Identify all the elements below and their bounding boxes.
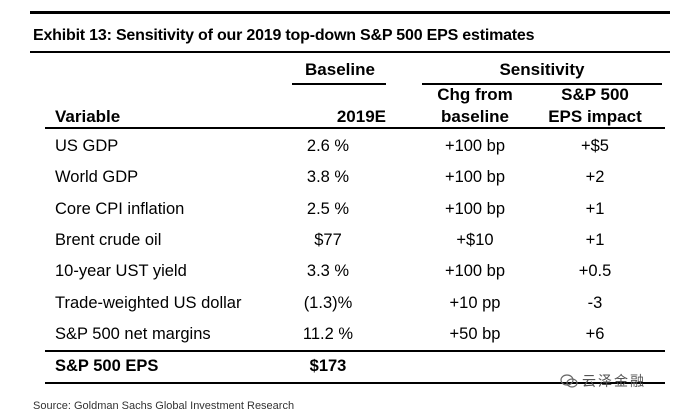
header-rule: [45, 127, 665, 129]
cell-baseline: 11.2 %: [302, 324, 354, 343]
wechat-icon: [560, 374, 578, 388]
top-rule: [30, 11, 670, 14]
table-row: Core CPI inflation 2.5 % +100 bp +1: [0, 194, 700, 225]
cell-baseline: 3.3 %: [306, 262, 350, 281]
cell-impact: +$5: [581, 137, 609, 155]
cell-impact: +1: [585, 199, 605, 218]
cell-variable: Brent crude oil: [55, 230, 162, 249]
header-chg-line2: baseline: [440, 107, 510, 126]
cell-baseline: (1.3)%: [303, 293, 353, 312]
header-eps-line1: S&P 500: [561, 85, 629, 104]
table-row: 10-year UST yield 3.3 % +100 bp +0.5: [0, 256, 700, 287]
cell-change: +100 bp: [444, 199, 506, 218]
header-chg-line1: Chg from: [437, 85, 513, 104]
table-row: World GDP 3.8 % +100 bp +2: [0, 162, 700, 193]
cell-baseline: 2.5 %: [306, 199, 350, 218]
total-variable: S&P 500 EPS: [55, 357, 159, 375]
cell-impact: +2: [585, 168, 605, 187]
cell-baseline: $77: [314, 230, 342, 249]
title-rule: [30, 51, 670, 53]
cell-change: +10 pp: [449, 293, 501, 312]
total-row: S&P 500 EPS $173: [0, 351, 700, 382]
cell-change: +100 bp: [444, 262, 506, 281]
total-rule-bottom: [45, 382, 665, 384]
header-chg-from-baseline: Chg from baseline: [415, 84, 535, 128]
group-header-baseline: Baseline: [305, 60, 375, 79]
cell-variable: US GDP: [55, 137, 119, 155]
cell-impact: +0.5: [578, 262, 612, 281]
cell-baseline: 2.6 %: [306, 137, 350, 155]
exhibit-title: Exhibit 13: Sensitivity of our 2019 top-…: [33, 27, 535, 44]
cell-change: +$10: [456, 230, 494, 249]
cell-variable: Core CPI inflation: [55, 199, 185, 218]
cell-variable: 10-year UST yield: [55, 262, 187, 281]
header-2019e: 2019E: [336, 107, 386, 126]
table-row: Brent crude oil $77 +$10 +1: [0, 225, 700, 256]
cell-baseline: 3.8 %: [306, 168, 350, 187]
cell-impact: +6: [585, 324, 605, 343]
sensitivity-underline: [422, 83, 662, 85]
cell-impact: +1: [585, 230, 605, 249]
cell-variable: World GDP: [55, 168, 139, 187]
header-eps-line2: EPS impact: [548, 107, 642, 126]
total-baseline: $173: [309, 357, 347, 375]
table-row: US GDP 2.6 % +100 bp +$5: [0, 131, 700, 162]
cell-change: +50 bp: [449, 324, 501, 343]
cell-change: +100 bp: [444, 137, 506, 155]
table-row: S&P 500 net margins 11.2 % +50 bp +6: [0, 319, 700, 350]
group-header-sensitivity: Sensitivity: [499, 60, 585, 79]
header-variable: Variable: [55, 107, 121, 126]
source-note: Source: Goldman Sachs Global Investment …: [33, 400, 295, 412]
watermark: 云泽金融: [560, 371, 646, 391]
cell-impact: -3: [587, 293, 603, 312]
cell-change: +100 bp: [444, 168, 506, 187]
table-row: Trade-weighted US dollar (1.3)% +10 pp -3: [0, 288, 700, 319]
cell-variable: S&P 500 net margins: [55, 324, 211, 343]
cell-variable: Trade-weighted US dollar: [55, 293, 242, 312]
header-eps-impact: S&P 500 EPS impact: [530, 84, 660, 128]
total-rule-top: [45, 350, 665, 352]
watermark-text: 云泽金融: [582, 374, 646, 390]
baseline-underline: [292, 83, 386, 85]
